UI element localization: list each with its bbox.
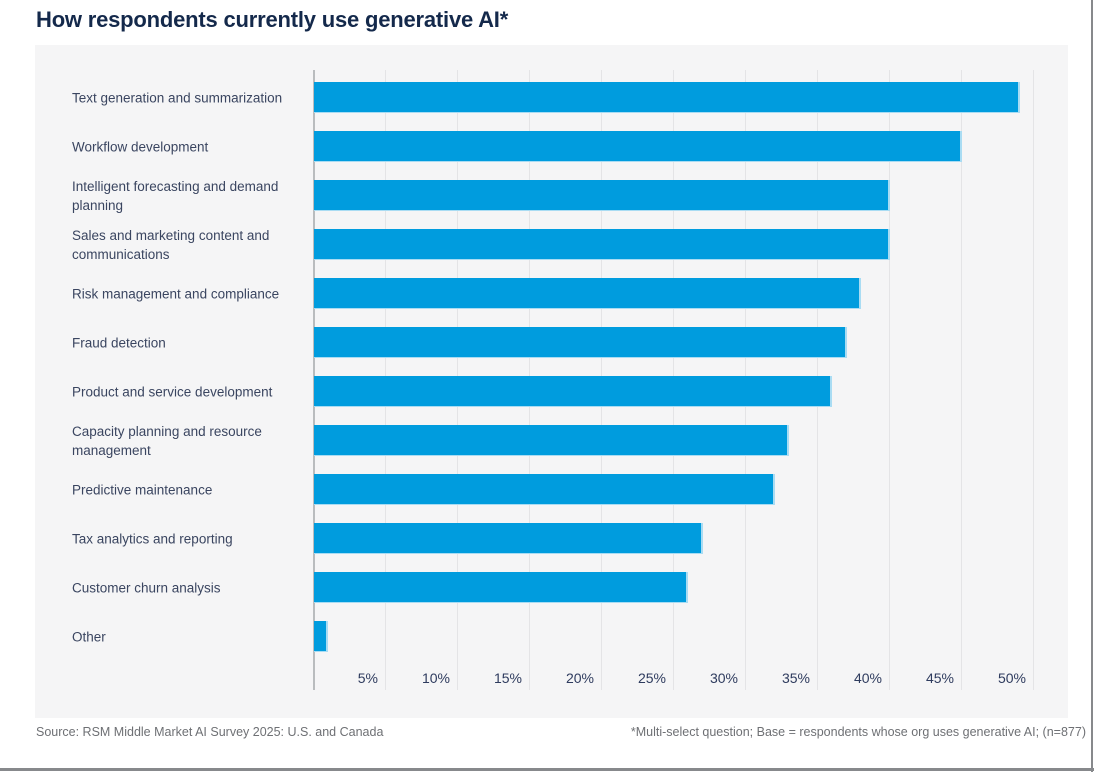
bar: [314, 572, 688, 603]
bar: [314, 131, 962, 162]
chart-panel: 5% 10% 15% 20% 25% 30% 35% 40% 45% 50% Text genera…: [35, 45, 1068, 718]
x-tick-label: 5%: [357, 670, 378, 686]
x-tick-label: 35%: [781, 670, 810, 686]
bar: [314, 180, 890, 211]
bar: [314, 229, 890, 260]
category-label: Sales and marketing content and communic…: [72, 227, 270, 262]
x-tick-label: 10%: [421, 670, 450, 686]
x-tick-label: 15%: [493, 670, 522, 686]
bar: [314, 327, 847, 358]
bar: [314, 621, 328, 652]
bar: [314, 376, 832, 407]
right-border-line: [1091, 0, 1093, 772]
category-label: Other: [72, 629, 106, 644]
bottom-border-line: [0, 768, 1094, 771]
bar: [314, 278, 861, 309]
bar: [314, 523, 703, 554]
x-tick-label: 50%: [997, 670, 1026, 686]
footnote: *Multi-select question; Base = responden…: [630, 725, 1086, 739]
category-label: Fraud detection: [72, 335, 166, 350]
gridline: [1033, 70, 1034, 690]
x-tick-label: 20%: [565, 670, 594, 686]
category-label: Product and service development: [72, 384, 273, 399]
x-tick-label: 30%: [709, 670, 738, 686]
bar: [314, 425, 789, 456]
category-label: Capacity planning and resource managemen…: [72, 423, 262, 458]
category-label: Tax analytics and reporting: [72, 531, 233, 546]
bar: [314, 82, 1020, 113]
bar: [314, 474, 775, 505]
x-tick-label: 25%: [637, 670, 666, 686]
category-label: Predictive maintenance: [72, 482, 213, 497]
category-label: Risk management and compliance: [72, 286, 280, 301]
source-note: Source: RSM Middle Market AI Survey 2025…: [36, 725, 384, 739]
category-label: Intelligent forecasting and demand plann…: [72, 178, 279, 213]
gridline: [961, 70, 962, 690]
gridline: [889, 70, 890, 690]
x-tick-label: 40%: [853, 670, 882, 686]
x-tick-label: 45%: [925, 670, 954, 686]
category-label: Customer churn analysis: [72, 580, 221, 595]
category-label: Text generation and summarization: [72, 90, 283, 105]
category-label: Workflow development: [72, 139, 209, 154]
chart-title: How respondents currently use generative…: [36, 7, 509, 32]
